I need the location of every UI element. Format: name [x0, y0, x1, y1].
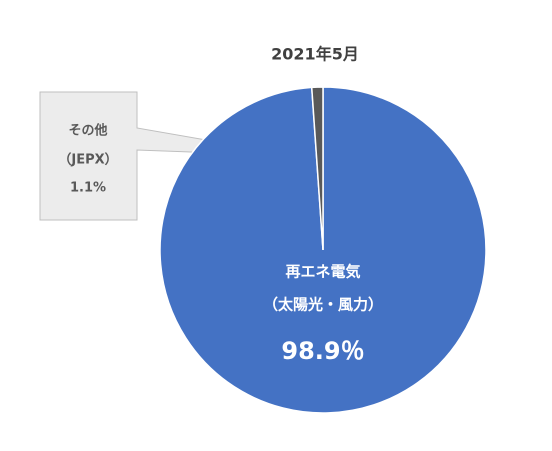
value-label: 98.9％ — [281, 337, 364, 365]
slice-label: （JEPX） — [58, 152, 117, 168]
slice-label: その他 — [68, 123, 107, 139]
chart-title: 2021年5月 — [271, 45, 359, 64]
value-label: 1.1% — [70, 181, 106, 196]
slice-label: 再エネ電気 — [285, 263, 360, 281]
pie-slice — [310, 86, 324, 251]
slice-label: （太陽光・風力） — [263, 296, 383, 314]
